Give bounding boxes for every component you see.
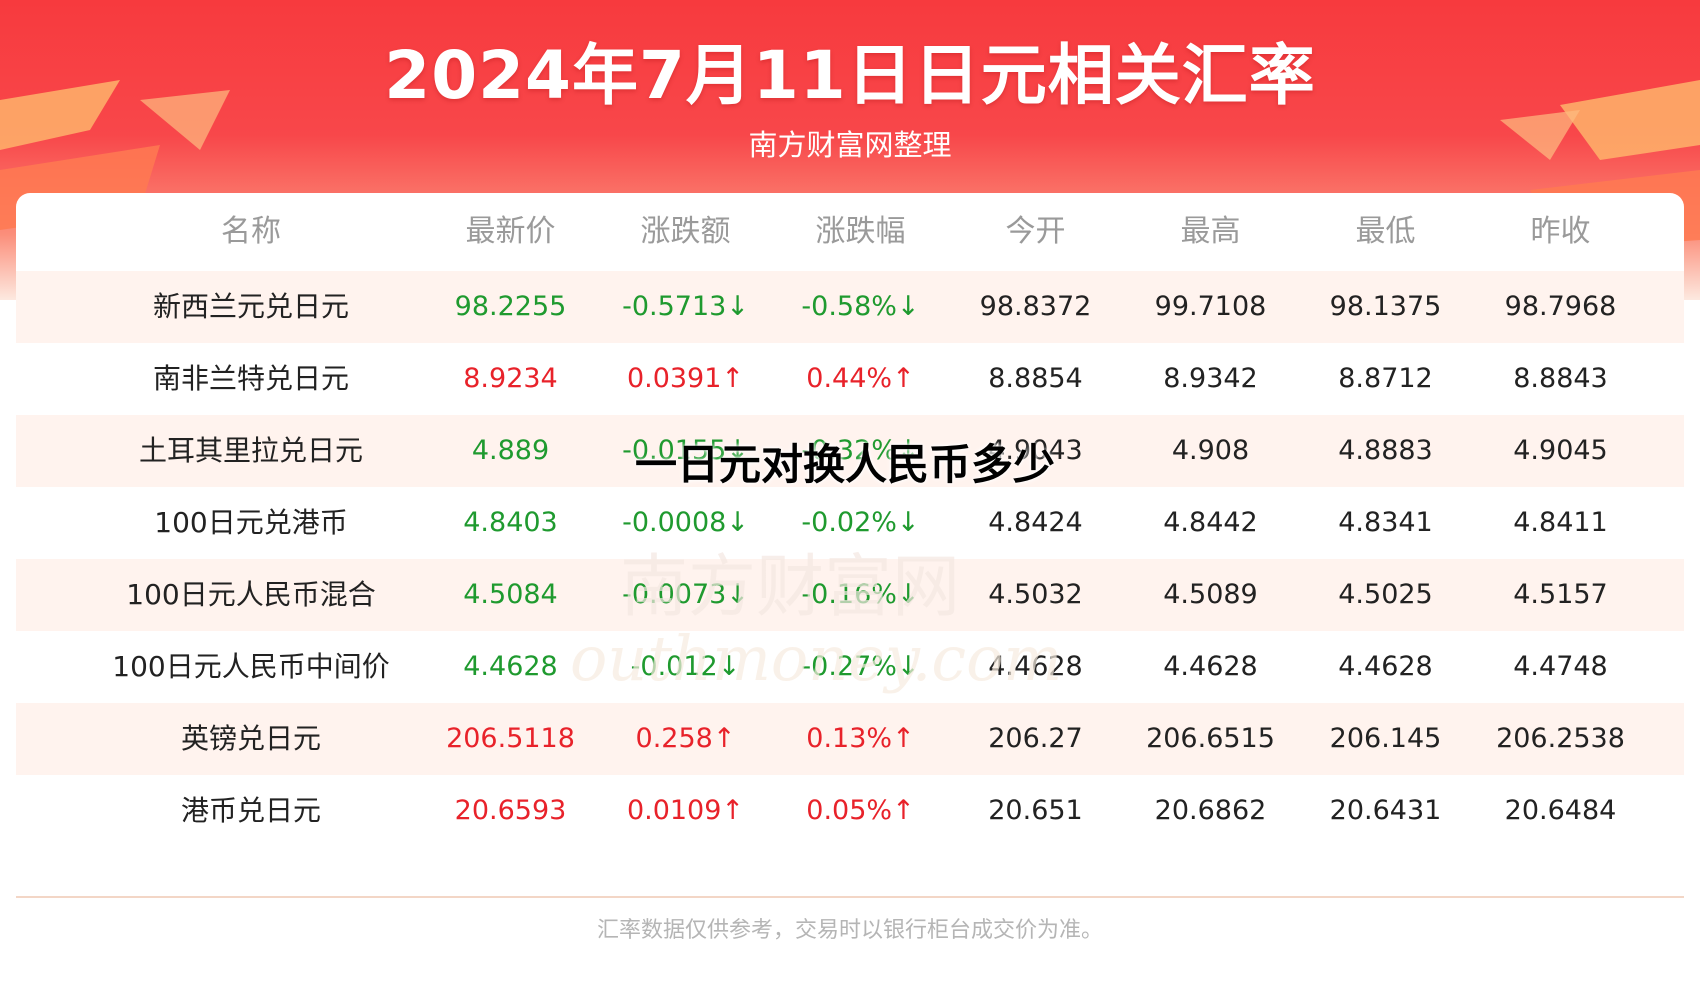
change-amount: -0.0155↓ (622, 435, 749, 466)
open-price: 20.651 (988, 795, 1083, 826)
change-percent: 0.05%↑ (806, 795, 915, 826)
change-percent: -0.27%↓ (801, 651, 920, 682)
latest-price: 4.5084 (463, 579, 558, 610)
change-amount: -0.0073↓ (622, 579, 749, 610)
open-price: 98.8372 (979, 291, 1092, 322)
open-price: 4.9043 (988, 435, 1083, 466)
table-row: 港币兑日元 20.6593 0.0109↑ 0.05%↑ 20.651 20.6862 20… (16, 775, 1684, 847)
low-price: 4.5025 (1338, 579, 1433, 610)
column-header-open: 今开 (1005, 214, 1066, 249)
change-percent: -0.32%↓ (801, 435, 920, 466)
pair-name: 100日元人民币混合 (126, 578, 376, 611)
column-header-change: 涨跌额 (640, 214, 731, 249)
pair-name: 南非兰特兑日元 (152, 362, 349, 395)
change-amount: 0.258↑ (635, 723, 736, 754)
table-row: 土耳其里拉兑日元 4.889 -0.0155↓ -0.32%↓ 4.9043 4.908 4… (16, 415, 1684, 487)
pair-name: 100日元兑港币 (154, 506, 348, 539)
low-price: 98.1375 (1329, 291, 1442, 322)
low-price: 206.145 (1329, 723, 1442, 754)
overlay-caption: 一日元对换人民币多少 (635, 440, 1056, 489)
high-price: 99.7108 (1154, 291, 1267, 322)
high-price: 4.5089 (1163, 579, 1258, 610)
prev-close: 4.9045 (1513, 435, 1608, 466)
latest-price: 4.8403 (463, 507, 558, 538)
pair-name: 100日元人民币中间价 (112, 650, 390, 683)
latest-price: 98.2255 (454, 291, 567, 322)
prev-close: 20.6484 (1504, 795, 1617, 826)
change-amount: 0.0109↑ (626, 795, 745, 826)
low-price: 4.4628 (1338, 651, 1433, 682)
table-row: 100日元人民币混合 4.5084 -0.0073↓ -0.16%↓ 4.5032 4.5… (16, 559, 1684, 631)
table-row: 英镑兑日元 206.5118 0.258↑ 0.13%↑ 206.27 206.6515 2… (16, 703, 1684, 775)
latest-price: 206.5118 (446, 723, 575, 754)
open-price: 4.4628 (988, 651, 1083, 682)
pair-name: 土耳其里拉兑日元 (138, 434, 363, 467)
column-header-pct: 涨跌幅 (815, 214, 906, 249)
low-price: 8.8712 (1338, 363, 1433, 394)
low-price: 20.6431 (1329, 795, 1442, 826)
page-title: 2024年7月11日日元相关汇率 (384, 37, 1316, 114)
table-row: 南非兰特兑日元 8.9234 0.0391↑ 0.44%↑ 8.8854 8.9342 8.… (16, 343, 1684, 415)
open-price: 4.5032 (988, 579, 1083, 610)
change-amount: -0.012↓ (630, 651, 741, 682)
table-row: 新西兰元兑日元 98.2255 -0.5713↓ -0.58%↓ 98.8372 99.7… (16, 271, 1684, 343)
change-percent: -0.58%↓ (801, 291, 920, 322)
prev-close: 8.8843 (1513, 363, 1608, 394)
column-header-low: 最低 (1355, 214, 1416, 249)
high-price: 206.6515 (1146, 723, 1275, 754)
prev-close: 4.5157 (1513, 579, 1608, 610)
prev-close: 4.4748 (1513, 651, 1608, 682)
latest-price: 4.889 (471, 435, 550, 466)
low-price: 4.8341 (1338, 507, 1433, 538)
prev-close: 4.8411 (1513, 507, 1608, 538)
page-subtitle: 南方财富网整理 (748, 128, 952, 162)
open-price: 4.8424 (988, 507, 1083, 538)
prev-close: 98.7968 (1504, 291, 1617, 322)
change-percent: -0.02%↓ (801, 507, 920, 538)
change-amount: -0.5713↓ (622, 291, 749, 322)
high-price: 20.6862 (1154, 795, 1267, 826)
open-price: 8.8854 (988, 363, 1083, 394)
latest-price: 4.4628 (463, 651, 558, 682)
footer-note: 汇率数据仅供参考，交易时以银行柜台成交价为准。 (596, 918, 1103, 943)
change-percent: 0.44%↑ (806, 363, 915, 394)
open-price: 206.27 (988, 723, 1083, 754)
change-amount: -0.0008↓ (622, 507, 749, 538)
table-header: 名称 最新价 涨跌额 涨跌幅 今开 最高 最低 昨收 (16, 193, 1684, 271)
table-row: 100日元兑港币 4.8403 -0.0008↓ -0.02%↓ 4.8424 4.844… (16, 487, 1684, 559)
latest-price: 8.9234 (463, 363, 558, 394)
high-price: 4.4628 (1163, 651, 1258, 682)
pair-name: 港币兑日元 (180, 794, 321, 827)
latest-price: 20.6593 (454, 795, 567, 826)
change-percent: -0.16%↓ (801, 579, 920, 610)
change-percent: 0.13%↑ (806, 723, 915, 754)
column-header-high: 最高 (1180, 214, 1241, 249)
high-price: 4.908 (1171, 435, 1250, 466)
change-amount: 0.0391↑ (626, 363, 745, 394)
table-row: 100日元人民币中间价 4.4628 -0.012↓ -0.27%↓ 4.4628 4.4… (16, 631, 1684, 703)
pair-name: 英镑兑日元 (180, 722, 321, 755)
rates-table: 名称 最新价 涨跌额 涨跌幅 今开 最高 最低 昨收 新西兰元兑日元 98.225… (16, 193, 1684, 898)
column-header-latest: 最新价 (465, 214, 556, 249)
low-price: 4.8883 (1338, 435, 1433, 466)
pair-name: 新西兰元兑日元 (152, 290, 349, 323)
high-price: 4.8442 (1163, 507, 1258, 538)
column-header-prev: 昨收 (1530, 214, 1591, 249)
high-price: 8.9342 (1163, 363, 1258, 394)
prev-close: 206.2538 (1496, 723, 1625, 754)
column-header-name: 名称 (221, 214, 281, 249)
